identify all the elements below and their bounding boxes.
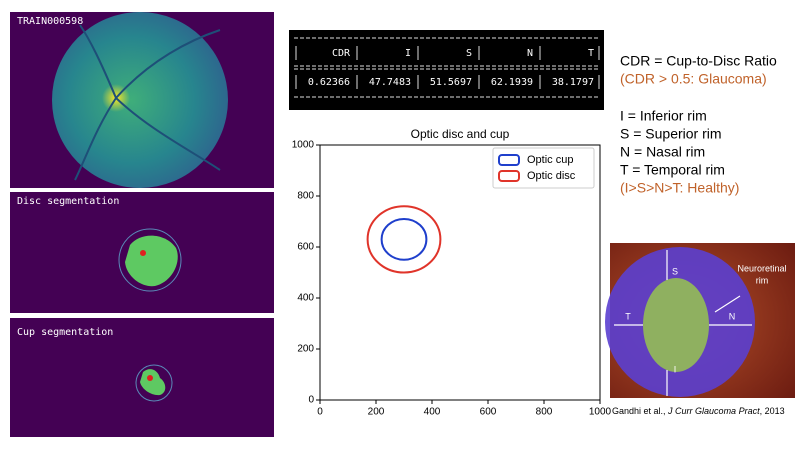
- note: N = Nasal rim: [620, 144, 705, 160]
- note: I = Inferior rim: [620, 108, 707, 124]
- table-bg: [289, 30, 604, 110]
- x-tick-label: 0: [317, 407, 323, 418]
- cup-mask: [140, 369, 166, 396]
- y-tick-label: 400: [297, 293, 314, 304]
- fig-label: N: [729, 311, 736, 321]
- vessels: [74, 24, 221, 181]
- notes: CDR = Cup-to-Disc Ratio (CDR > 0.5: Glau…: [620, 53, 777, 196]
- note: S = Superior rim: [620, 126, 722, 142]
- table-header: T: [588, 48, 594, 59]
- citation-part: Gandhi et al.,: [612, 406, 668, 416]
- cup-outline: [135, 364, 173, 402]
- table-cell: 62.1939: [491, 77, 533, 88]
- citation: Gandhi et al., J Curr Glaucoma Pract, 20…: [612, 406, 785, 416]
- table-header: S: [466, 48, 472, 59]
- disc-outline: [118, 228, 182, 292]
- table-cell: 0.62366: [308, 77, 350, 88]
- x-tick-label: 1000: [589, 407, 612, 418]
- table-header: I: [405, 48, 411, 59]
- y-tick-label: 800: [297, 191, 314, 202]
- table-cell: 51.5697: [430, 77, 472, 88]
- legend-swatch: [498, 170, 520, 182]
- panel-label: Disc segmentation: [17, 196, 119, 207]
- legend-label: Optic disc: [527, 170, 576, 182]
- panel-label: TRAIN000598: [17, 16, 83, 27]
- table-cell: 38.1797: [552, 77, 594, 88]
- citation-part: , 2013: [760, 406, 785, 416]
- x-tick-label: 800: [536, 407, 553, 418]
- table-header: CDR: [332, 48, 351, 59]
- y-tick-label: 200: [297, 344, 314, 355]
- note: CDR = Cup-to-Disc Ratio: [620, 53, 777, 69]
- legend-swatch: [498, 154, 520, 166]
- y-tick-label: 600: [297, 242, 314, 253]
- plot-frame: [319, 144, 601, 401]
- y-tick-label: 1000: [292, 140, 315, 151]
- panel-label: Cup segmentation: [17, 327, 113, 338]
- citation-part: J Curr Glaucoma Pract: [667, 406, 760, 416]
- cup-area: [643, 278, 709, 372]
- fig-label: Neuroretinal: [737, 263, 786, 273]
- note: (CDR > 0.5: Glaucoma): [620, 71, 767, 87]
- fundus: [52, 12, 228, 188]
- chart-title: Optic disc and cup: [411, 127, 510, 141]
- center-dot: [147, 375, 153, 381]
- fig-label: I: [674, 364, 677, 374]
- note: (I>S>N>T: Healthy): [620, 180, 739, 196]
- table-header: N: [527, 48, 533, 59]
- x-tick-label: 400: [424, 407, 441, 418]
- fig-labels: S T N I Neuroretinal rim: [625, 263, 786, 374]
- fig-label: T: [625, 311, 631, 321]
- legend-label: Optic cup: [527, 154, 573, 166]
- fig-label: rim: [756, 275, 769, 285]
- disc-mask: [125, 235, 178, 287]
- center-dot: [140, 250, 146, 256]
- x-tick-label: 200: [368, 407, 385, 418]
- note: T = Temporal rim: [620, 162, 725, 178]
- x-tick-label: 600: [480, 407, 497, 418]
- arrows: [614, 250, 752, 396]
- circle: [366, 205, 442, 274]
- fig-label: S: [672, 266, 678, 276]
- y-tick-label: 0: [308, 395, 314, 406]
- circle: [380, 217, 428, 261]
- table-rules: [294, 37, 599, 98]
- table-cell: 47.7483: [369, 77, 411, 88]
